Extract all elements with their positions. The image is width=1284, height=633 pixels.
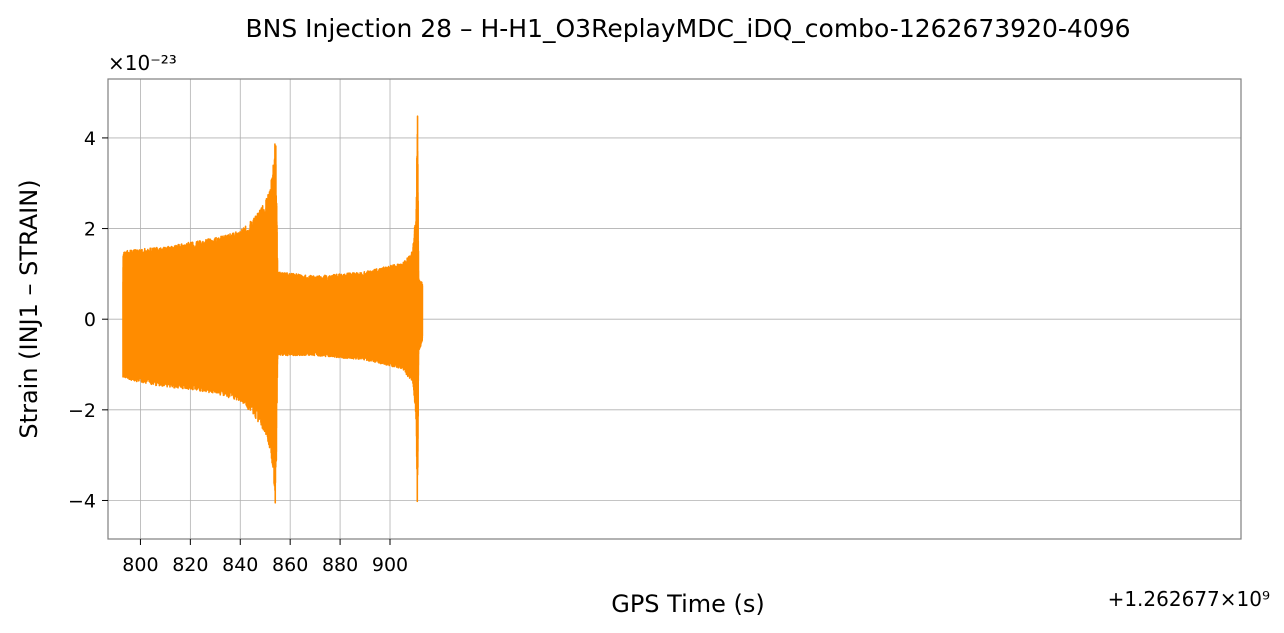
x-tick-label: 900 <box>372 554 408 576</box>
y-tick-label: 0 <box>84 309 96 331</box>
y-tick-label: −2 <box>68 400 96 422</box>
strain-series-line <box>122 115 424 504</box>
x-ticks: 800 820 840 860 880 900 <box>122 539 408 576</box>
x-tick-label: 860 <box>272 554 308 576</box>
chart-title: BNS Injection 28 – H-H1_O3ReplayMDC_iDQ_… <box>245 14 1130 43</box>
y-tick-label: −4 <box>68 490 96 512</box>
y-axis-title: Strain (INJ1 – STRAIN) <box>15 179 43 438</box>
x-axis-title: GPS Time (s) <box>611 590 765 618</box>
y-scale-label: ×10⁻²³ <box>108 51 177 75</box>
x-tick-label: 800 <box>122 554 158 576</box>
y-ticks: −4 −2 0 2 4 <box>68 128 108 512</box>
x-tick-label: 820 <box>172 554 208 576</box>
x-tick-label: 880 <box>322 554 358 576</box>
axes-frame <box>107 78 1242 540</box>
x-offset-label: +1.262677×10⁹ <box>1108 587 1270 611</box>
x-tick-label: 840 <box>222 554 258 576</box>
y-tick-label: 4 <box>84 128 96 150</box>
plot-area <box>122 115 424 504</box>
y-tick-label: 2 <box>84 219 96 241</box>
